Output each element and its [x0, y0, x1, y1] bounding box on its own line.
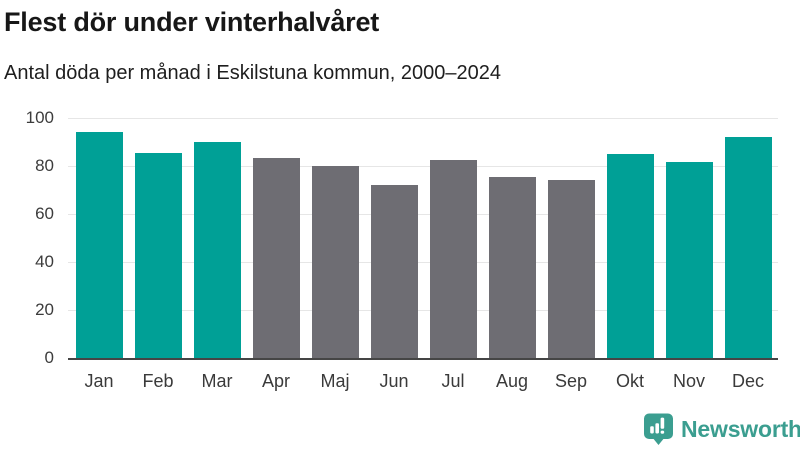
bar-dec — [724, 137, 772, 358]
x-tick-label-jul: Jul — [441, 371, 465, 391]
x-tick-label-sep: Sep — [554, 371, 588, 391]
newsworthy-wordmark: Newsworthy — [681, 416, 800, 442]
gridline-80 — [68, 165, 778, 167]
y-tick-label-20: 20 — [35, 300, 54, 319]
bar-feb — [134, 152, 182, 358]
bar-chart-speech-bubble-icon — [644, 413, 673, 445]
bar-aug — [488, 176, 536, 358]
chart-title: Flest dör under vinterhalvåret — [4, 7, 380, 37]
x-tick-label-jun: Jun — [379, 371, 409, 391]
y-tick-label-100: 100 — [25, 108, 54, 127]
x-tick-label-nov: Nov — [672, 371, 705, 391]
x-tick-label-maj: Maj — [320, 371, 350, 391]
plot-area — [68, 117, 778, 360]
x-tick-label-mar: Mar — [201, 371, 233, 391]
y-tick-label-80: 80 — [35, 156, 54, 175]
x-axis-baseline — [68, 357, 778, 360]
bar-nov — [665, 162, 713, 358]
y-tick-label-40: 40 — [35, 252, 54, 271]
bar-sep — [547, 180, 595, 358]
bar-apr — [252, 157, 300, 358]
gridline-20 — [68, 309, 778, 311]
gridline-60 — [68, 213, 778, 215]
bar-maj — [311, 166, 359, 358]
newsworthy-logo: Newsworthy — [643, 413, 800, 446]
x-tick-label-okt: Okt — [615, 371, 644, 391]
bar-jul — [429, 160, 477, 358]
y-tick-label-60: 60 — [35, 204, 54, 223]
y-axis-labels: 0 20 40 60 80 100 — [0, 0, 54, 450]
x-tick-label-aug: Aug — [495, 371, 529, 391]
x-tick-label-jan: Jan — [84, 371, 114, 391]
x-tick-label-dec: Dec — [731, 371, 764, 391]
bar-jan — [75, 132, 123, 358]
gridline-40 — [68, 261, 778, 263]
x-tick-label-feb: Feb — [142, 371, 174, 391]
x-axis-labels: Jan Feb Mar Apr Maj Jun Jul Aug Sep Okt Nov Dec — [68, 371, 778, 395]
y-tick-label-0: 0 — [44, 348, 54, 367]
bar-okt — [606, 154, 654, 358]
bar-mar — [193, 142, 241, 358]
chart-subtitle: Antal döda per månad i Eskilstuna kommun… — [4, 62, 501, 84]
gridline-100 — [68, 117, 778, 119]
bar-jun — [370, 185, 418, 358]
x-tick-label-apr: Apr — [261, 371, 290, 391]
